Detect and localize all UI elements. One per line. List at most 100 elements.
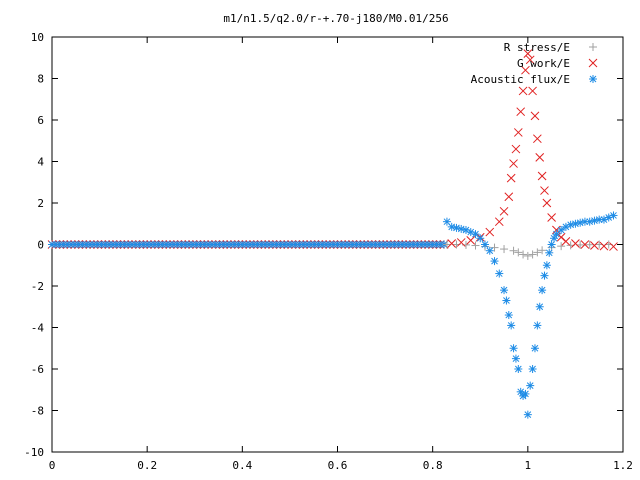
acoustic-flux-point (538, 286, 547, 295)
acoustic-flux-point (535, 302, 544, 311)
x-tick-label: 0.4 (232, 459, 252, 472)
legend: R stress/E G work/E Acoustic flux/E (471, 41, 598, 86)
legend-label: Acoustic flux/E (471, 73, 570, 86)
acoustic-flux-point (609, 211, 618, 220)
acoustic-flux-point (576, 218, 585, 227)
legend-label: G work/E (517, 57, 570, 70)
r-stress-point (557, 242, 566, 251)
x-tick-label: 0.6 (328, 459, 348, 472)
acoustic-flux-point (557, 225, 566, 234)
y-tick-label: 8 (37, 73, 44, 86)
r-stress-point (509, 246, 518, 255)
series-0 (442, 240, 613, 260)
r-stress-point (585, 240, 594, 249)
y-tick-label: 2 (37, 197, 44, 210)
acoustic-flux-point (595, 215, 604, 224)
y-tick-label: -2 (31, 280, 44, 293)
acoustic-flux-point (500, 286, 509, 295)
r-stress-point (471, 241, 480, 250)
legend-marker (589, 75, 597, 83)
r-stress-point (442, 240, 451, 249)
g-work-point (513, 128, 523, 137)
acoustic-flux-point (509, 344, 518, 353)
g-work-point (590, 241, 599, 250)
x-tick-label: 1 (525, 459, 532, 472)
acoustic-flux-point (521, 389, 530, 398)
g-work-point (535, 152, 545, 162)
y-tick-label: 6 (37, 114, 44, 127)
x-tick-label: 1.2 (613, 459, 633, 472)
zero-baseline-markers (47, 240, 449, 249)
y-tick-label: 4 (37, 156, 44, 169)
acoustic-flux-point (540, 271, 549, 280)
y-tick-label: -10 (24, 446, 44, 459)
r-stress-point (523, 251, 532, 260)
g-work-point (561, 237, 571, 246)
y-tick-label: -8 (31, 405, 44, 418)
acoustic-flux-point (514, 365, 523, 373)
r-stress-point (490, 243, 499, 252)
g-work-point (609, 242, 618, 251)
y-tick-label: 10 (31, 31, 44, 44)
g-work-point (571, 239, 580, 248)
x-tick-label: 0.8 (423, 459, 443, 472)
legend-label: R stress/E (504, 41, 570, 54)
acoustic-flux-point (523, 410, 532, 419)
acoustic-flux-point (495, 269, 504, 278)
x-tick-label: 0 (49, 459, 56, 472)
y-tick-label: -4 (31, 322, 45, 335)
g-work-point (580, 240, 590, 249)
g-work-point (485, 227, 495, 237)
series-1 (447, 49, 618, 251)
g-work-point (530, 111, 540, 121)
acoustic-flux-point (476, 234, 485, 243)
x-axis-ticks: 0 0.2 0.4 0.6 0.8 1 1.2 (49, 37, 633, 472)
g-work-point (518, 86, 528, 96)
acoustic-flux-point (530, 344, 539, 353)
g-work-point (525, 55, 535, 65)
acoustic-flux-point (507, 321, 516, 330)
g-work-point (528, 86, 537, 96)
g-work-point (509, 159, 518, 168)
g-work-point (540, 186, 549, 195)
acoustic-flux-point (545, 248, 554, 257)
acoustic-flux-point (547, 240, 556, 249)
legend-marker (588, 58, 598, 68)
g-work-point (511, 144, 521, 154)
g-work-point (504, 192, 514, 202)
g-work-point (532, 134, 542, 144)
r-stress-point (533, 248, 542, 257)
g-work-point (466, 235, 476, 245)
series-2 (442, 211, 618, 419)
r-stress-point (500, 245, 509, 254)
acoustic-flux-point (526, 381, 535, 390)
g-work-point (523, 49, 533, 58)
g-work-point (521, 65, 530, 75)
acoustic-flux-point (502, 296, 511, 305)
acoustic-flux-point (533, 321, 542, 330)
r-stress-point (528, 250, 537, 259)
g-work-point (456, 238, 466, 247)
g-work-point (537, 171, 547, 181)
g-work-point (494, 217, 504, 227)
g-work-point (506, 173, 516, 183)
g-work-point (499, 206, 509, 216)
acoustic-flux-point (485, 246, 494, 255)
g-work-point (447, 239, 457, 248)
acoustic-flux-point (481, 240, 490, 249)
y-axis-ticks: -10 -8 -6 -4 -2 0 2 4 6 8 10 (24, 31, 623, 459)
r-stress-point (519, 250, 528, 259)
acoustic-flux-point (511, 354, 520, 363)
g-work-point (516, 107, 526, 117)
acoustic-flux-point (542, 261, 551, 270)
g-work-point (599, 241, 609, 251)
r-stress-point (514, 248, 523, 257)
acoustic-flux-point (504, 311, 513, 320)
series-layer (47, 49, 618, 419)
acoustic-flux-point (490, 257, 499, 266)
y-tick-label: -6 (31, 363, 44, 376)
chart-title: m1/n1.5/q2.0/r-+.70-j180/M0.01/256 (223, 12, 448, 25)
x-tick-label: 0.2 (137, 459, 157, 472)
acoustic-flux-point (585, 217, 594, 226)
